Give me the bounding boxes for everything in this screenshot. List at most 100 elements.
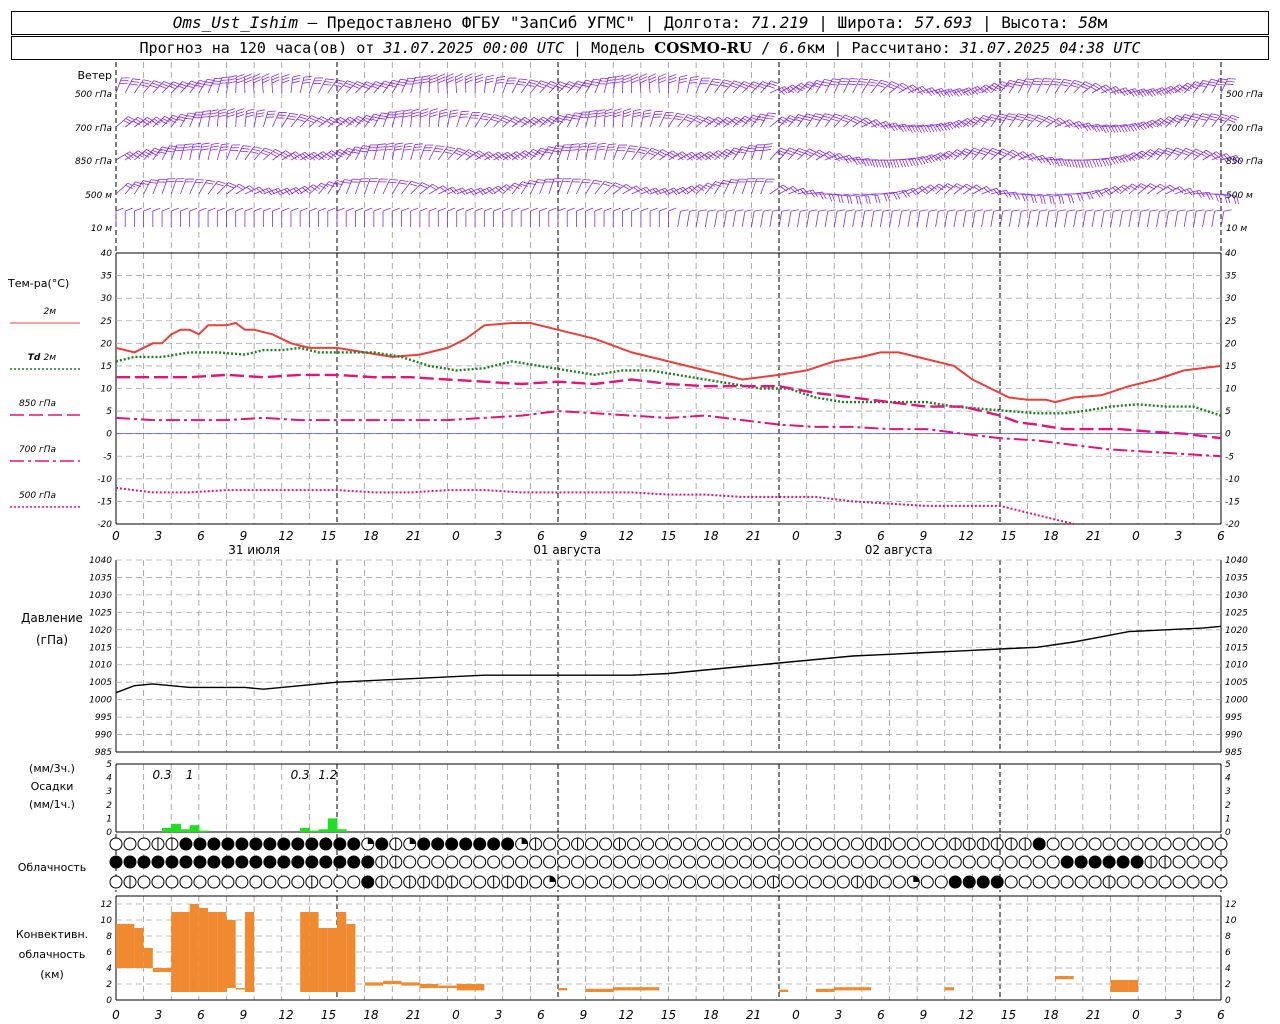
wind-barb-feather — [631, 207, 640, 212]
cloud-symbol — [1102, 837, 1116, 851]
wind-barb — [548, 178, 563, 195]
wind-barb — [1119, 183, 1140, 195]
convective-bar — [180, 912, 190, 992]
wind-barb-feather — [244, 207, 253, 212]
cloud-symbol — [1158, 837, 1172, 851]
hour-tick-label: 0 — [452, 1008, 460, 1022]
precip-tick-label-left: 3 — [106, 787, 112, 797]
wind-barb-staff — [170, 144, 178, 161]
wind-barb — [825, 193, 844, 204]
cloud-circle — [836, 855, 850, 869]
wind-barb-feather — [134, 207, 143, 212]
wind-barb-feather — [1167, 147, 1175, 152]
wind-barb — [410, 207, 419, 227]
wind-barb — [189, 179, 205, 195]
wind-barb-feather — [573, 115, 582, 117]
wind-barb — [1082, 82, 1103, 94]
wind-barb-feather — [1144, 88, 1150, 96]
cloud-symbol — [780, 875, 794, 889]
wind-barb-feather — [1017, 154, 1025, 160]
longitude-value: 71.219 — [750, 13, 809, 32]
wind-barb-feather — [1024, 193, 1029, 202]
wind-barb — [695, 182, 716, 195]
wind-barb-feather — [899, 159, 903, 168]
wind-barb — [253, 147, 273, 161]
wind-barb — [880, 191, 901, 200]
wind-barb — [373, 143, 387, 161]
wind-barb — [916, 184, 938, 195]
wind-barb-feather — [824, 154, 831, 160]
wind-barb-feather — [396, 110, 405, 112]
wind-barb-feather — [895, 122, 901, 130]
convective-bar — [226, 920, 236, 988]
wind-barb — [198, 142, 210, 161]
hour-tick-label: 3 — [835, 529, 843, 543]
wind-barb — [806, 113, 824, 128]
convective-bar — [364, 982, 384, 986]
wind-barb-feather — [724, 118, 732, 124]
wind-barb-feather — [446, 76, 454, 81]
wind-barb-feather — [935, 124, 941, 132]
cloud-symbol — [948, 837, 962, 851]
cloud-symbol — [1172, 855, 1186, 869]
cloud-circle — [948, 855, 962, 869]
cloud-symbol — [641, 855, 655, 869]
wind-barb-feather — [910, 209, 919, 212]
wind-barb-staff — [695, 211, 700, 228]
wind-barb — [410, 76, 423, 94]
wind-barb-staff — [833, 114, 846, 128]
wind-barb-feather — [1163, 120, 1172, 125]
wind-barb — [815, 113, 833, 128]
cloud-symbol — [221, 875, 235, 889]
pressure-tick-label-left: 1005 — [89, 678, 112, 688]
wind-barb-feather — [787, 149, 796, 154]
hour-tick-label: 3 — [495, 1008, 503, 1022]
wind-barb-staff — [723, 80, 735, 94]
convective-title-1: Конвективн. — [16, 928, 88, 941]
wind-barb-feather — [615, 77, 623, 81]
wind-barb — [677, 185, 699, 195]
convective-bar — [217, 912, 227, 992]
pressure-panel — [115, 625, 1222, 694]
temp-tick-label-right: -20 — [1225, 520, 1240, 530]
wind-barb — [345, 207, 354, 227]
wind-barb-feather — [382, 207, 391, 212]
wind-barb-feather — [1120, 186, 1129, 192]
wind-barb-feather — [917, 157, 923, 165]
cloud-circle — [1116, 875, 1130, 889]
wind-barb-feather — [1048, 209, 1057, 212]
wind-barb-feather — [1200, 115, 1209, 119]
precip-bar — [337, 829, 347, 832]
wind-barb-feather — [806, 150, 815, 155]
wind-barb-feather — [189, 207, 198, 212]
wind-barb-feather — [846, 209, 855, 212]
wind-barb — [226, 207, 235, 227]
wind-barb-feather — [744, 209, 753, 212]
cloud-circle — [557, 875, 571, 889]
wind-barb-feather — [1074, 160, 1078, 168]
wind-barb-feather — [1104, 158, 1110, 166]
hour-tick-label: 9 — [240, 529, 248, 543]
wind-barb-feather — [569, 149, 578, 151]
wind-barb-feather — [1072, 82, 1081, 86]
wind-barb — [704, 78, 721, 94]
wind-barb-feather — [144, 151, 152, 156]
cloud-circle — [347, 855, 361, 869]
wind-barb — [723, 80, 742, 94]
cloud-circle — [1088, 855, 1102, 869]
wind-barb — [566, 178, 581, 195]
wind-barb — [631, 146, 649, 161]
wind-barb-feather — [238, 183, 247, 189]
wind-barb-feather — [1138, 90, 1144, 98]
wind-barb-feather — [1055, 159, 1060, 167]
wind-barb — [1064, 121, 1086, 130]
wind-barb — [714, 209, 726, 228]
wind-barb-feather — [1152, 119, 1159, 126]
wind-barb — [1183, 113, 1202, 128]
convective-bar — [558, 988, 568, 991]
cloud-symbol — [389, 837, 403, 851]
convective-bar — [834, 987, 853, 991]
wind-barb-feather — [871, 159, 876, 168]
wind-barb-feather — [571, 143, 580, 145]
precip-tick-label-left: 2 — [106, 801, 112, 811]
